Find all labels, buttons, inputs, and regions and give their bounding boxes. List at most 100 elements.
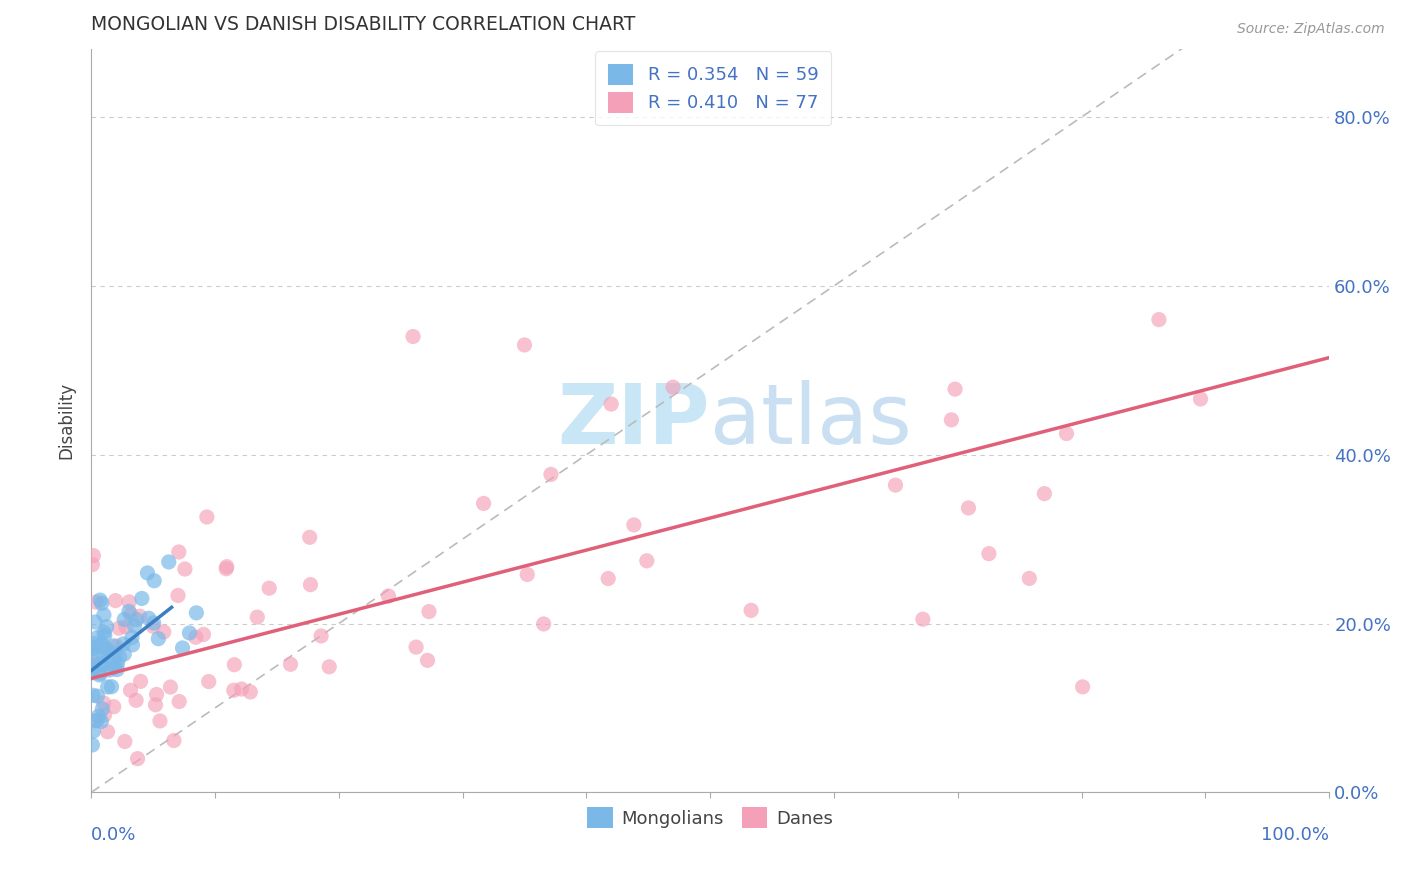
Point — [94, 643, 117, 657]
Y-axis label: Disability: Disability — [58, 383, 75, 459]
Point — [128, 609, 150, 624]
Point — [82, 689, 104, 703]
Point — [93, 696, 115, 710]
Point — [91, 702, 114, 716]
Point — [89, 593, 111, 607]
Point — [149, 714, 172, 728]
Point — [112, 612, 135, 626]
Point — [418, 605, 440, 619]
Point — [97, 724, 120, 739]
Point — [280, 657, 302, 672]
Point — [179, 626, 201, 640]
Point — [82, 558, 104, 572]
Point — [222, 683, 245, 698]
Point — [82, 641, 104, 656]
Point — [84, 636, 107, 650]
Point — [93, 657, 115, 672]
Point — [298, 530, 321, 544]
Point — [145, 688, 167, 702]
Point — [416, 653, 439, 667]
Point — [82, 658, 104, 673]
Point — [82, 549, 104, 563]
Point — [125, 613, 148, 627]
Point — [112, 637, 135, 651]
Point — [93, 708, 115, 723]
Point — [96, 642, 118, 657]
Point — [186, 606, 208, 620]
Point — [87, 630, 110, 644]
Point — [143, 574, 166, 588]
Point — [513, 338, 536, 352]
Point — [120, 607, 142, 622]
Point — [131, 591, 153, 606]
Point — [90, 637, 112, 651]
Point — [97, 680, 120, 694]
Text: Source: ZipAtlas.com: Source: ZipAtlas.com — [1237, 22, 1385, 37]
Point — [118, 595, 141, 609]
Point — [129, 674, 152, 689]
Text: 0.0%: 0.0% — [91, 826, 136, 844]
Point — [145, 698, 167, 712]
Point — [114, 734, 136, 748]
Point — [299, 577, 322, 591]
Point — [957, 500, 980, 515]
Point — [120, 683, 142, 698]
Point — [105, 639, 128, 653]
Point — [516, 567, 538, 582]
Point — [157, 555, 180, 569]
Point — [100, 680, 122, 694]
Point — [86, 689, 108, 703]
Point — [103, 699, 125, 714]
Text: MONGOLIAN VS DANISH DISABILITY CORRELATION CHART: MONGOLIAN VS DANISH DISABILITY CORRELATI… — [91, 15, 636, 34]
Point — [90, 657, 112, 671]
Point — [89, 666, 111, 681]
Point — [598, 572, 620, 586]
Point — [142, 615, 165, 630]
Point — [115, 620, 138, 634]
Point — [1018, 571, 1040, 585]
Point — [121, 631, 143, 645]
Point — [195, 510, 218, 524]
Point — [636, 554, 658, 568]
Point — [87, 709, 110, 723]
Point — [184, 630, 207, 644]
Point — [402, 329, 425, 343]
Point — [82, 724, 104, 739]
Point — [884, 478, 907, 492]
Point — [104, 593, 127, 607]
Text: atlas: atlas — [710, 380, 912, 461]
Point — [163, 733, 186, 747]
Point — [167, 589, 190, 603]
Point — [93, 625, 115, 640]
Point — [96, 620, 118, 634]
Point — [257, 581, 280, 595]
Point — [82, 640, 104, 655]
Point — [84, 595, 107, 609]
Point — [103, 652, 125, 666]
Point — [103, 639, 125, 653]
Legend: Mongolians, Danes: Mongolians, Danes — [581, 800, 841, 836]
Point — [309, 629, 332, 643]
Point — [533, 617, 555, 632]
Point — [112, 647, 135, 661]
Point — [93, 649, 115, 664]
Point — [662, 380, 685, 394]
Point — [82, 665, 104, 680]
Point — [377, 589, 399, 603]
Point — [82, 655, 104, 669]
Point — [84, 615, 107, 629]
Point — [174, 562, 197, 576]
Point — [215, 562, 238, 576]
Point — [148, 632, 170, 646]
Point — [600, 397, 623, 411]
Point — [86, 714, 108, 728]
Point — [1147, 312, 1170, 326]
Point — [82, 647, 104, 661]
Point — [84, 714, 107, 728]
Point — [193, 627, 215, 641]
Point — [136, 566, 159, 580]
Point — [90, 714, 112, 729]
Point — [98, 663, 121, 677]
Point — [405, 640, 427, 654]
Point — [1189, 392, 1212, 406]
